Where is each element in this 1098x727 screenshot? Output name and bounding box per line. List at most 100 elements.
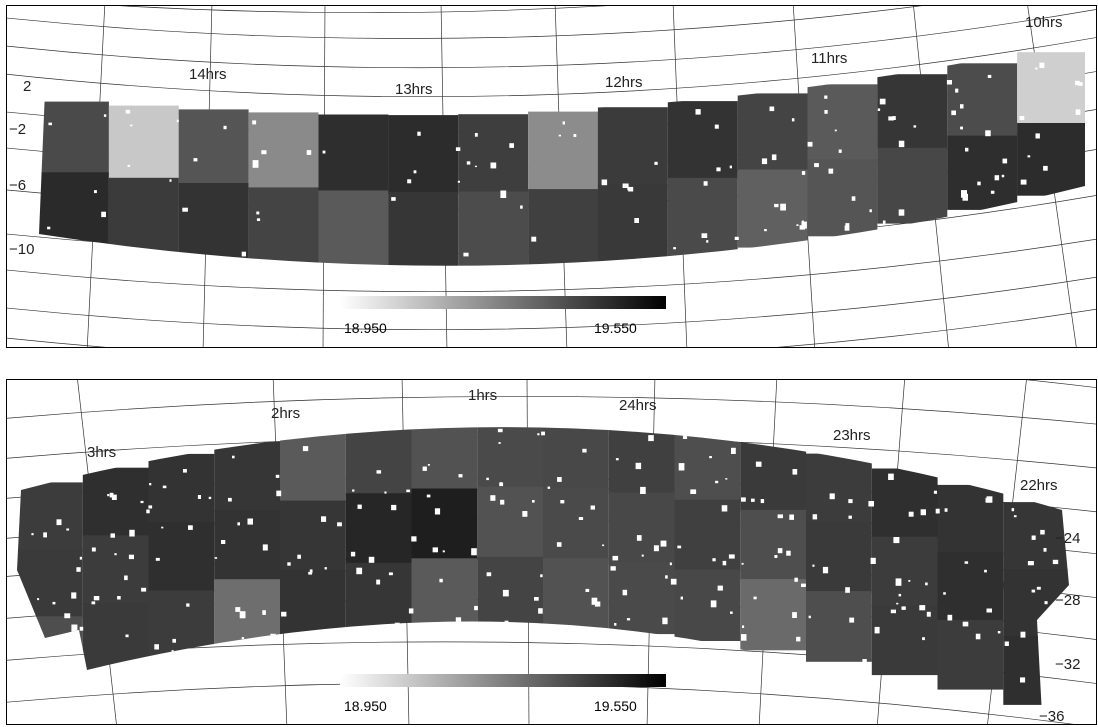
masked-hole	[261, 150, 267, 155]
survey-tile	[871, 468, 938, 539]
masked-hole	[960, 126, 963, 130]
masked-hole	[498, 442, 501, 444]
survey-tile	[17, 482, 83, 552]
masked-hole	[582, 448, 587, 453]
masked-hole	[635, 427, 640, 431]
masked-hole	[771, 154, 777, 161]
masked-hole	[356, 567, 363, 575]
masked-hole	[557, 477, 562, 482]
survey-tile	[458, 191, 529, 266]
masked-hole	[725, 478, 728, 480]
survey-tile	[667, 101, 738, 180]
masked-hole	[48, 122, 52, 126]
survey-tile	[108, 177, 179, 252]
masked-hole	[1052, 559, 1059, 565]
masked-hole	[486, 572, 492, 577]
survey-tile	[528, 189, 599, 266]
masked-hole	[690, 489, 697, 494]
ra-label: 2hrs	[271, 405, 300, 422]
ra-label: 11hrs	[811, 50, 847, 67]
colorbar: 18.950 19.550	[340, 296, 666, 336]
masked-hole	[812, 564, 815, 567]
survey-tile	[82, 602, 149, 673]
masked-hole	[1043, 165, 1048, 171]
masked-hole	[368, 556, 375, 563]
masked-hole	[71, 624, 78, 633]
survey-tile	[1017, 123, 1085, 196]
masked-hole	[845, 223, 850, 227]
masked-hole	[610, 566, 616, 571]
masked-hole	[1039, 62, 1045, 68]
masked-hole	[91, 601, 96, 605]
masked-hole	[722, 560, 727, 566]
masked-hole	[898, 140, 905, 148]
masked-hole	[777, 514, 783, 519]
masked-hole	[742, 625, 745, 628]
survey-tile	[674, 430, 741, 502]
masked-hole	[961, 190, 967, 198]
masked-hole	[731, 447, 736, 454]
masked-hole	[127, 164, 131, 167]
masked-hole	[411, 536, 417, 542]
masked-hole	[94, 190, 97, 194]
masked-hole	[628, 186, 634, 192]
masked-hole	[1078, 82, 1083, 86]
colorbar-gradient	[340, 296, 666, 309]
colorbar-min-label: 18.950	[344, 320, 387, 336]
survey-tile	[248, 187, 319, 265]
masked-hole	[792, 612, 797, 618]
masked-hole	[51, 649, 54, 652]
masked-hole	[252, 160, 259, 168]
masked-hole	[849, 617, 855, 623]
masked-hole	[662, 617, 668, 625]
masked-hole	[986, 608, 992, 613]
masked-hole	[322, 150, 326, 154]
masked-hole	[426, 494, 431, 498]
masked-hole	[712, 558, 716, 562]
dec-label: −10	[9, 241, 34, 258]
masked-hole	[1031, 535, 1036, 540]
masked-hole	[801, 221, 807, 229]
sky-map-bottom: 3hrs 2hrs 1hrs 24hrs 23hrs 22hrs −24 −28…	[7, 380, 1096, 724]
masked-hole	[848, 515, 852, 519]
masked-hole	[148, 505, 153, 509]
survey-tile	[388, 115, 459, 194]
masked-hole	[427, 464, 430, 466]
parallel-line	[7, 238, 1096, 293]
masked-hole	[622, 589, 628, 596]
survey-tile	[877, 74, 948, 150]
masked-hole	[709, 456, 712, 459]
survey-tile	[597, 184, 668, 264]
dec-label: −6	[9, 177, 26, 194]
colorbar: 18.950 19.550	[340, 674, 666, 714]
survey-tile	[411, 488, 478, 561]
masked-hole	[36, 649, 43, 656]
masked-hole	[975, 633, 981, 640]
masked-hole	[562, 121, 565, 125]
survey-tile	[148, 590, 215, 661]
masked-hole	[474, 133, 478, 137]
masked-hole	[796, 636, 801, 642]
masked-hole	[774, 555, 778, 558]
masked-hole	[262, 610, 266, 615]
masked-hole	[490, 495, 496, 501]
masked-hole	[895, 578, 902, 586]
masked-hole	[1027, 561, 1034, 566]
masked-hole	[79, 626, 84, 631]
masked-hole	[474, 165, 477, 168]
parallel-line	[1025, 380, 1096, 388]
masked-hole	[669, 562, 672, 566]
masked-hole	[1035, 133, 1040, 139]
masked-hole	[774, 203, 779, 208]
masked-hole	[796, 224, 799, 226]
survey-tile	[740, 509, 807, 582]
masked-hole	[297, 554, 301, 559]
masked-hole	[125, 109, 131, 114]
survey-tile	[345, 562, 412, 635]
masked-hole	[1075, 109, 1081, 115]
masked-hole	[466, 161, 471, 165]
masked-hole	[228, 497, 232, 502]
masked-hole	[601, 179, 608, 186]
survey-tile	[411, 558, 478, 631]
masked-hole	[172, 638, 176, 643]
